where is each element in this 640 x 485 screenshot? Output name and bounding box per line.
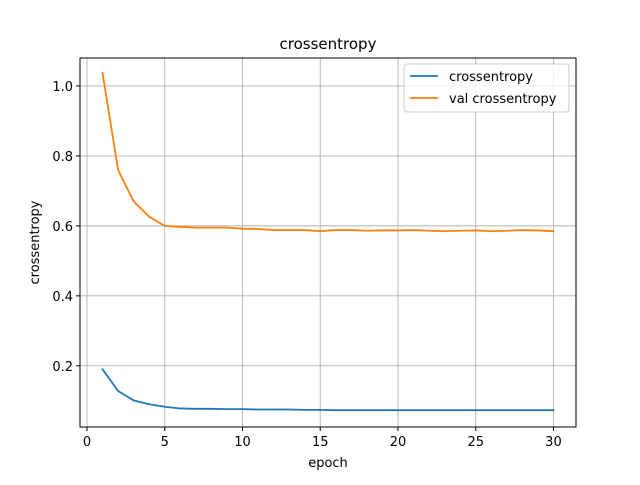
legend: crossentropy val crossentropy [403,63,570,113]
series-line-crossentropy [101,368,555,412]
y-tick-label: 0.8 [52,150,73,165]
legend-label: val crossentropy [449,92,557,107]
plot-frame [79,57,577,428]
y-tick-label: 1.0 [52,80,73,95]
y-tick-label: 0.2 [52,360,73,375]
y-tick-label: 0.4 [52,290,73,305]
x-axis-label: epoch [308,456,348,471]
chart-title: crossentropy [280,35,377,53]
x-tick-label: 10 [234,435,251,450]
x-tick-label: 5 [161,435,169,450]
legend-box [403,63,570,113]
y-tick-label: 0.6 [52,220,73,235]
x-tick-label: 30 [545,435,562,450]
x-tick-label: 15 [312,435,329,450]
y-axis-label: crossentropy [28,200,43,284]
x-tick-label: 20 [390,435,407,450]
legend-label: crossentropy [449,70,533,85]
grid-layer [80,58,576,427]
series-line-val-crossentropy [101,72,555,233]
tick-layer: 0 5 10 15 20 25 30 0.2 0.4 0.6 0.8 1.0 [52,80,561,450]
x-tick-label: 0 [83,435,91,450]
series-layer [101,72,555,412]
x-tick-label: 25 [467,435,484,450]
